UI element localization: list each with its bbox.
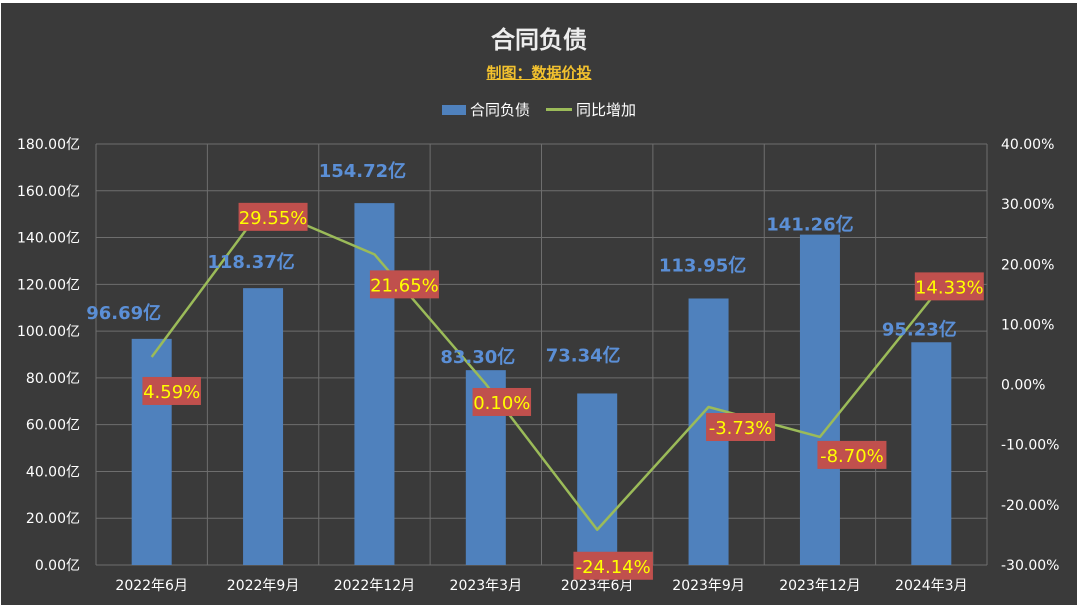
y-right-tick-label: 10.00% [1001,317,1054,333]
line-data-label-box [914,272,984,301]
chart-subtitle: 制图：数据价投 [486,64,592,82]
chart-legend: 合同负债 同比增加 [1,99,1077,120]
y-right-tick-label: -20.00% [1001,498,1059,514]
line-data-label: 29.55% [239,208,308,229]
y-left-tick-label: 160.00亿 [17,184,80,200]
y-right-tick-label: 20.00% [1001,257,1054,273]
bar-data-label: 83.30亿 [440,346,515,368]
y-right-tick-label: -30.00% [1001,558,1059,574]
y-left-tick-label: 40.00亿 [26,464,80,480]
y-left-tick-label: 120.00亿 [17,277,80,293]
y-left-tick-label: 60.00亿 [26,418,80,434]
bar-data-label: 96.69亿 [86,302,161,324]
y-right-tick-label: 0.00% [1001,378,1045,394]
x-tick-label: 2022年12月 [334,578,415,594]
bar [911,342,952,565]
bar-data-label: 73.34亿 [546,344,621,366]
line-data-label: -3.73% [709,418,773,439]
line-data-label: 0.10% [473,393,530,414]
line-data-label: 4.59% [143,382,200,403]
x-tick-label: 2022年6月 [115,578,188,594]
line-data-label: -24.14% [576,557,651,578]
x-tick-label: 2023年12月 [779,578,860,594]
bar [354,203,395,565]
x-tick-label: 2024年3月 [895,578,968,594]
line-data-label-box [472,387,532,416]
chart-frame: 合同负债 制图：数据价投 合同负债 同比增加 [1,3,1077,605]
bar-data-label: 95.23亿 [882,318,957,340]
legend-item-line: 同比增加 [546,99,636,120]
x-tick-label: 2023年9月 [672,578,745,594]
legend-line-label: 同比增加 [576,101,637,119]
bar-data-label: 141.26亿 [766,214,853,236]
bar [243,288,284,565]
legend-item-bar: 合同负债 [441,99,530,120]
line-data-label: 21.65% [370,275,439,296]
bar-data-label: 118.37亿 [207,251,294,273]
line-data-label: -8.70% [820,446,884,467]
y-left-tick-label: 0.00亿 [35,558,80,574]
line-data-label-box [142,376,201,405]
bar-data-label: 154.72亿 [319,160,406,182]
line-data-label-box [706,413,776,442]
line-data-label: 14.33% [915,277,984,298]
x-tick-label: 2023年3月 [450,578,523,594]
bar [799,234,840,565]
y-left-tick-label: 80.00亿 [26,371,80,387]
y-left-tick-label: 20.00亿 [26,511,80,527]
bar-data-label: 113.95亿 [659,254,746,276]
line-data-label-box [369,270,439,299]
legend-bar-swatch [441,104,466,115]
bar [577,393,618,565]
y-right-tick-label: 30.00% [1001,197,1054,213]
y-right-tick-label: -10.00% [1001,438,1059,454]
chart-title: 合同负债 [491,26,587,54]
legend-bar-label: 合同负债 [469,101,530,119]
x-tick-label: 2022年9月 [227,578,300,594]
line-data-label-box [238,202,308,231]
y-left-tick-label: 180.00亿 [17,137,80,153]
y-left-tick-label: 140.00亿 [17,231,80,247]
x-tick-label: 2023年6月 [561,578,634,594]
bar [131,338,172,565]
line-data-label-box [817,440,887,469]
line-data-label-box [573,551,653,580]
y-left-tick-label: 100.00亿 [17,324,80,340]
y-right-tick-label: 40.00% [1001,137,1054,153]
legend-line-swatch [546,108,572,111]
